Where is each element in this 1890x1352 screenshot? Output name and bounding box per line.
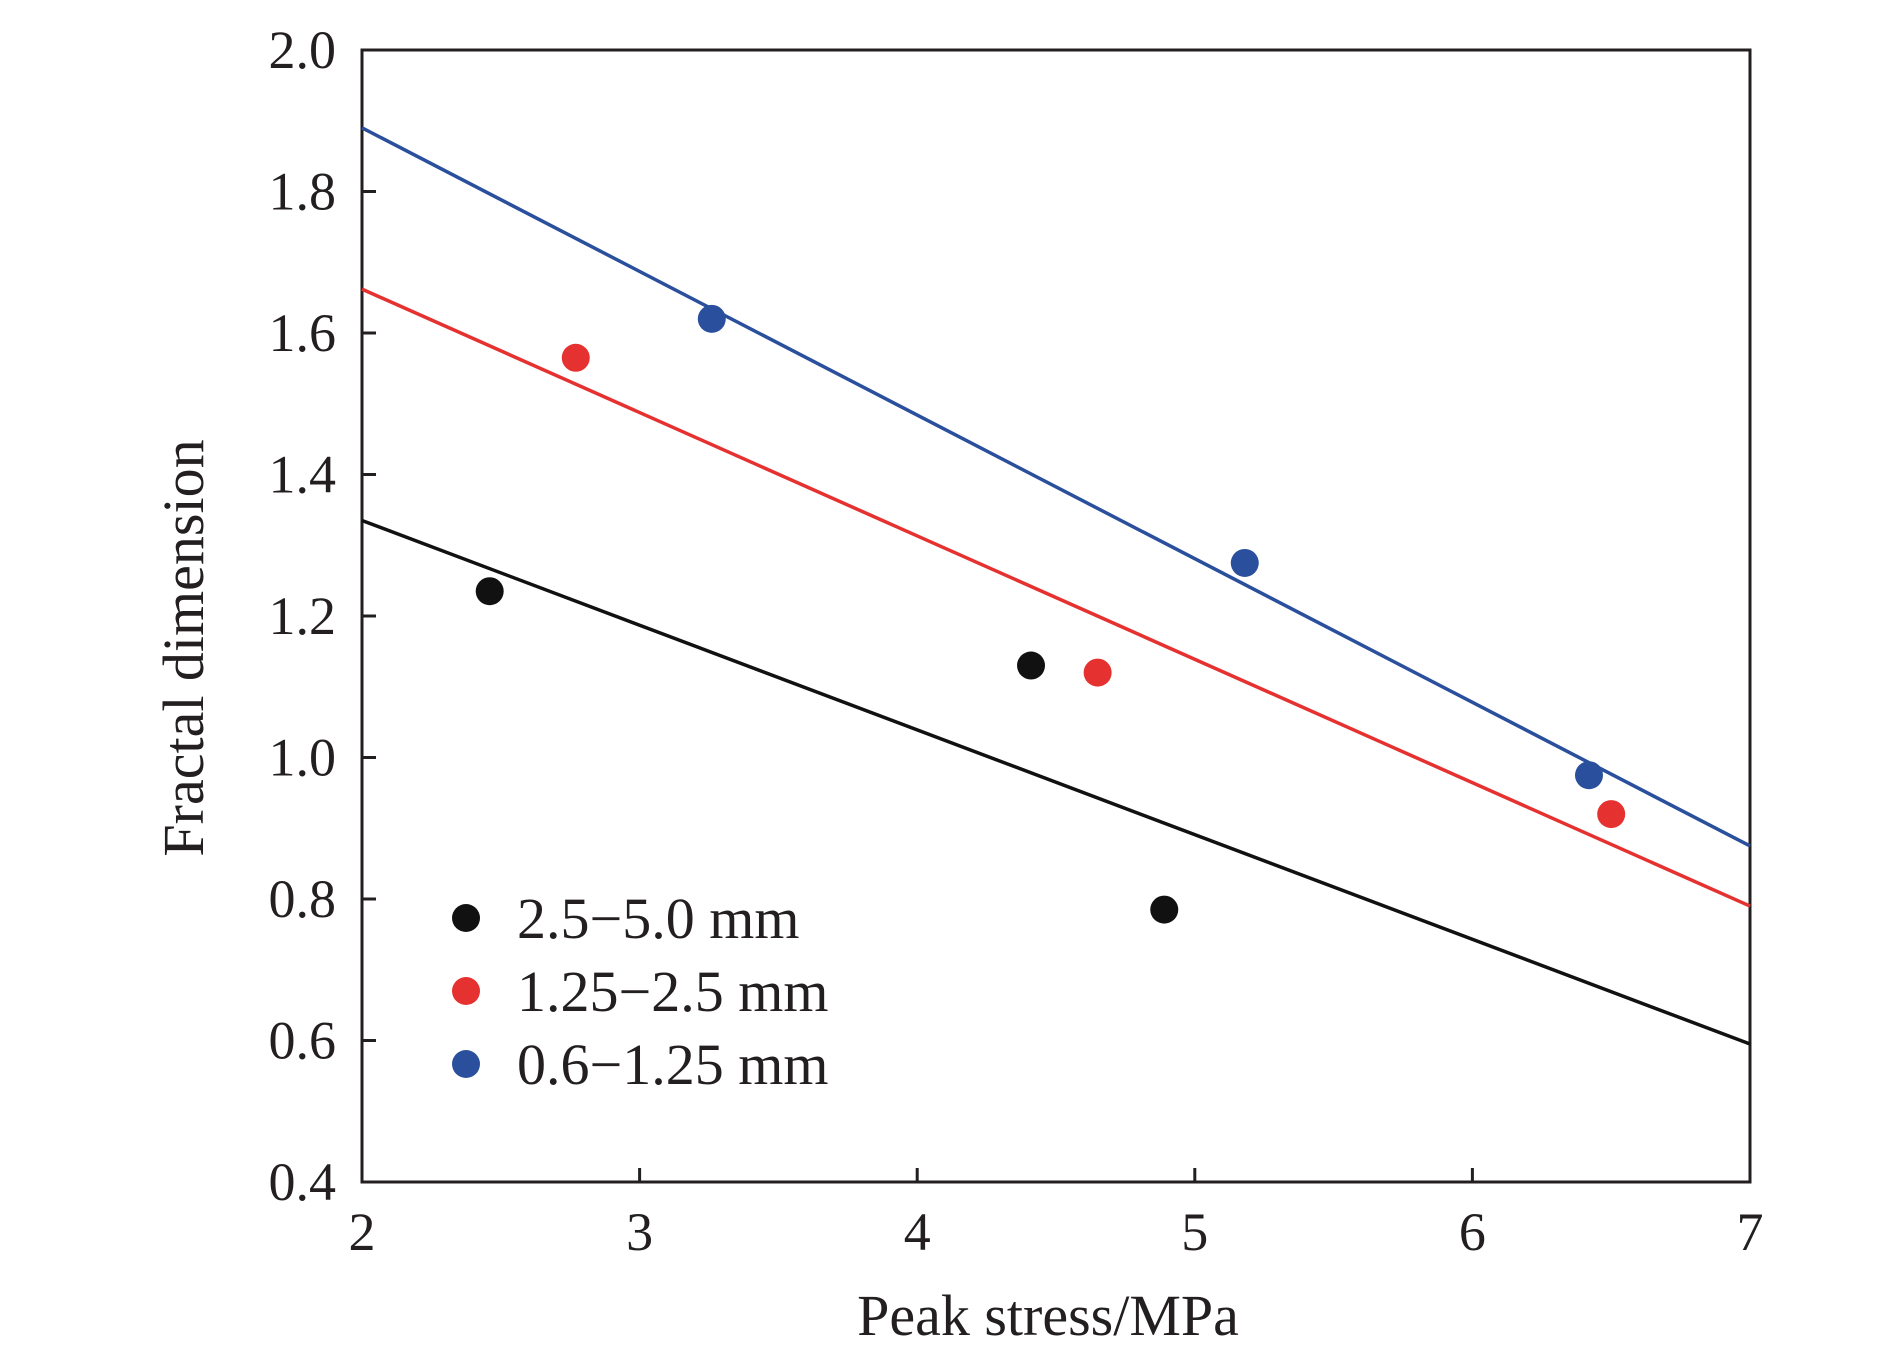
- legend-label-series-3: 0.6−1.25 mm: [517, 1032, 828, 1097]
- legend-label-series-1: 2.5−5.0 mm: [517, 886, 799, 951]
- fit-line-series-3: [361, 126, 1751, 848]
- x-tick-label: 5: [1181, 1202, 1208, 1262]
- y-tick-label: 0.8: [269, 869, 337, 929]
- data-point-series-1: [1017, 651, 1046, 680]
- x-tick-label: 2: [349, 1202, 376, 1262]
- data-point-series-3: [1574, 761, 1603, 790]
- y-tick-label: 1.4: [269, 445, 337, 505]
- x-tick-label: 3: [626, 1202, 653, 1262]
- y-tick-label: 1.0: [269, 728, 337, 788]
- data-point-series-3: [1230, 548, 1259, 577]
- x-tick-label: 6: [1459, 1202, 1486, 1262]
- data-point-series-2: [1597, 800, 1626, 829]
- x-tick-label: 7: [1737, 1202, 1764, 1262]
- legend-marker-series-3: [452, 1050, 480, 1078]
- y-tick-label: 1.2: [269, 586, 337, 646]
- data-point-series-3: [697, 304, 726, 333]
- legend-marker-series-1: [452, 904, 480, 932]
- x-tick-label: 4: [904, 1202, 931, 1262]
- legend-marker-series-2: [452, 977, 480, 1005]
- data-point-series-2: [561, 343, 590, 372]
- data-point-series-1: [1150, 895, 1179, 924]
- legend: 2.5−5.0 mm 1.25−2.5 mm 0.6−1.25 mm: [452, 886, 828, 1097]
- y-tick-label: 1.6: [269, 303, 337, 363]
- y-axis-label: Fractal dimension: [151, 439, 216, 856]
- y-tick-label: 2.0: [269, 20, 337, 80]
- y-tick-label: 0.6: [269, 1011, 337, 1071]
- y-tick-label: 1.8: [269, 162, 337, 222]
- x-axis-label: Peak stress/MPa: [857, 1283, 1239, 1348]
- legend-label-series-2: 1.25−2.5 mm: [517, 959, 828, 1024]
- y-tick-label: 0.4: [269, 1152, 337, 1212]
- data-point-series-2: [1083, 658, 1112, 687]
- data-point-series-1: [475, 577, 504, 606]
- fit-line-series-2: [361, 287, 1751, 908]
- fit-line-series-1: [361, 518, 1751, 1046]
